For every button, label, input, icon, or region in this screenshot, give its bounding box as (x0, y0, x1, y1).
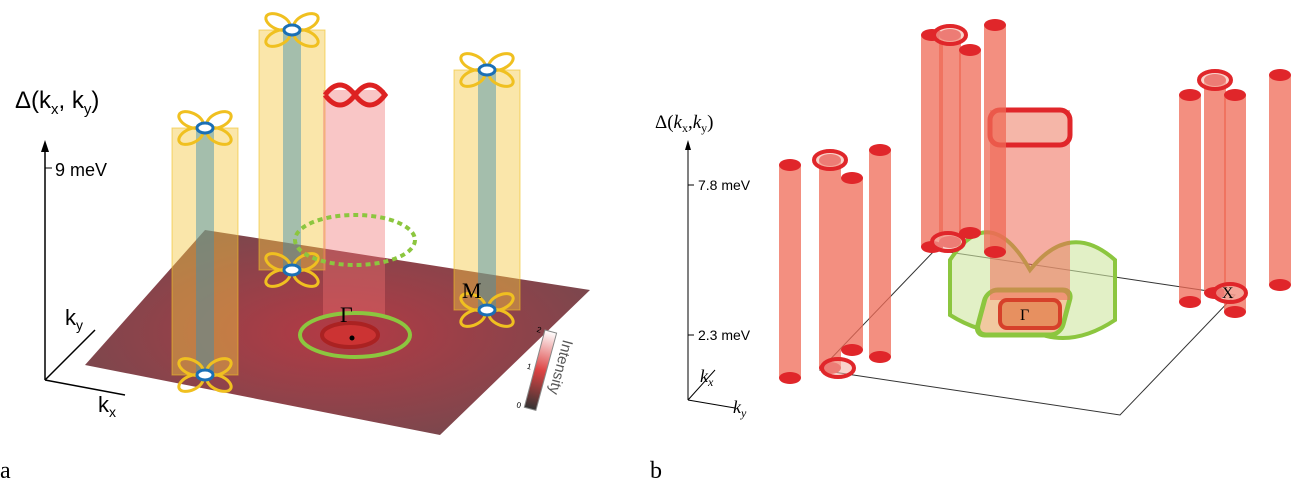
pocket-bottom (1179, 296, 1201, 308)
t: ) (91, 87, 99, 114)
dot (350, 336, 355, 341)
gamma-label: Γ (340, 302, 353, 327)
pocket-top (984, 19, 1006, 31)
pocket-top (1269, 69, 1291, 81)
ky-label: ky (65, 305, 83, 333)
pillar (1269, 75, 1291, 285)
panel-label: a (0, 458, 11, 484)
ky-axis (45, 330, 95, 380)
pillar (984, 25, 1006, 252)
pocket-bottom (1269, 279, 1291, 291)
t: x (109, 404, 116, 420)
pocket-top (959, 44, 981, 56)
t: ) (707, 112, 713, 133)
pillar (819, 160, 841, 368)
energy-tick: 7.8 meV (698, 177, 751, 193)
gamma-pocket (1000, 300, 1060, 328)
pillar (1179, 95, 1201, 302)
kx-axis (45, 380, 125, 395)
energy-tick: 2.3 meV (698, 327, 751, 343)
pocket-top (841, 172, 863, 184)
fermi-pocket (197, 123, 213, 133)
panel-label: b (650, 458, 662, 484)
t: y (76, 317, 83, 333)
energy-tick: 9 meV (55, 160, 107, 180)
m-label: M (462, 278, 482, 303)
t: , k (59, 87, 85, 114)
t: Δ( (655, 112, 674, 133)
t: Δ(k (15, 87, 52, 114)
pocket-bottom (984, 246, 1006, 258)
pillar (1224, 95, 1246, 312)
ring (814, 151, 846, 169)
pillar (779, 165, 801, 378)
panel-b: Δ(kx,ky) 7.8 meV 2.3 meV kx ky Γ X b (650, 19, 1291, 484)
pocket-bottom (1224, 306, 1246, 318)
arrow (41, 140, 49, 152)
axis-label: Δ(kx, ky) (15, 87, 99, 118)
kx-label: kx (700, 366, 714, 389)
arrow (685, 140, 691, 150)
pillar (939, 35, 961, 242)
fermi-pocket (284, 265, 300, 275)
fermi-pocket (197, 370, 213, 380)
panel-a: Δ(kx, ky) 9 meV ky kx Γ M 0 1 2 Intensit… (0, 10, 590, 484)
x-label: X (1222, 285, 1234, 302)
pillar (959, 50, 981, 233)
ring (934, 26, 966, 44)
ring (822, 359, 854, 377)
pocket-bottom (869, 351, 891, 363)
axis-label: Δ(kx,ky) (655, 112, 714, 135)
fermi-pocket (284, 25, 300, 35)
fermi-pocket (479, 65, 495, 75)
figure: Δ(kx, ky) 9 meV ky kx Γ M 0 1 2 Intensit… (0, 0, 1303, 491)
pocket-top (1224, 89, 1246, 101)
pocket-top (1179, 89, 1201, 101)
pillar (323, 90, 385, 315)
gamma-label: Γ (1020, 307, 1029, 324)
ring (932, 233, 964, 251)
ky-label: ky (733, 397, 747, 420)
pillar (869, 150, 891, 357)
ky-axis (688, 400, 735, 408)
pocket-top (779, 159, 801, 171)
t: x (707, 375, 714, 389)
pocket-bottom (779, 372, 801, 384)
fermi-pocket (479, 305, 495, 315)
t: y (740, 406, 747, 420)
kx-label: kx (98, 392, 116, 420)
pocket-top (869, 144, 891, 156)
cbar-tick: 0 (516, 400, 523, 410)
pillar (1204, 80, 1226, 293)
cbar-tick: 1 (526, 362, 533, 372)
pillar-core (478, 70, 496, 310)
ring (1199, 71, 1231, 89)
pillar (841, 178, 863, 350)
pillar-core (196, 128, 214, 375)
pocket-bottom (841, 344, 863, 356)
